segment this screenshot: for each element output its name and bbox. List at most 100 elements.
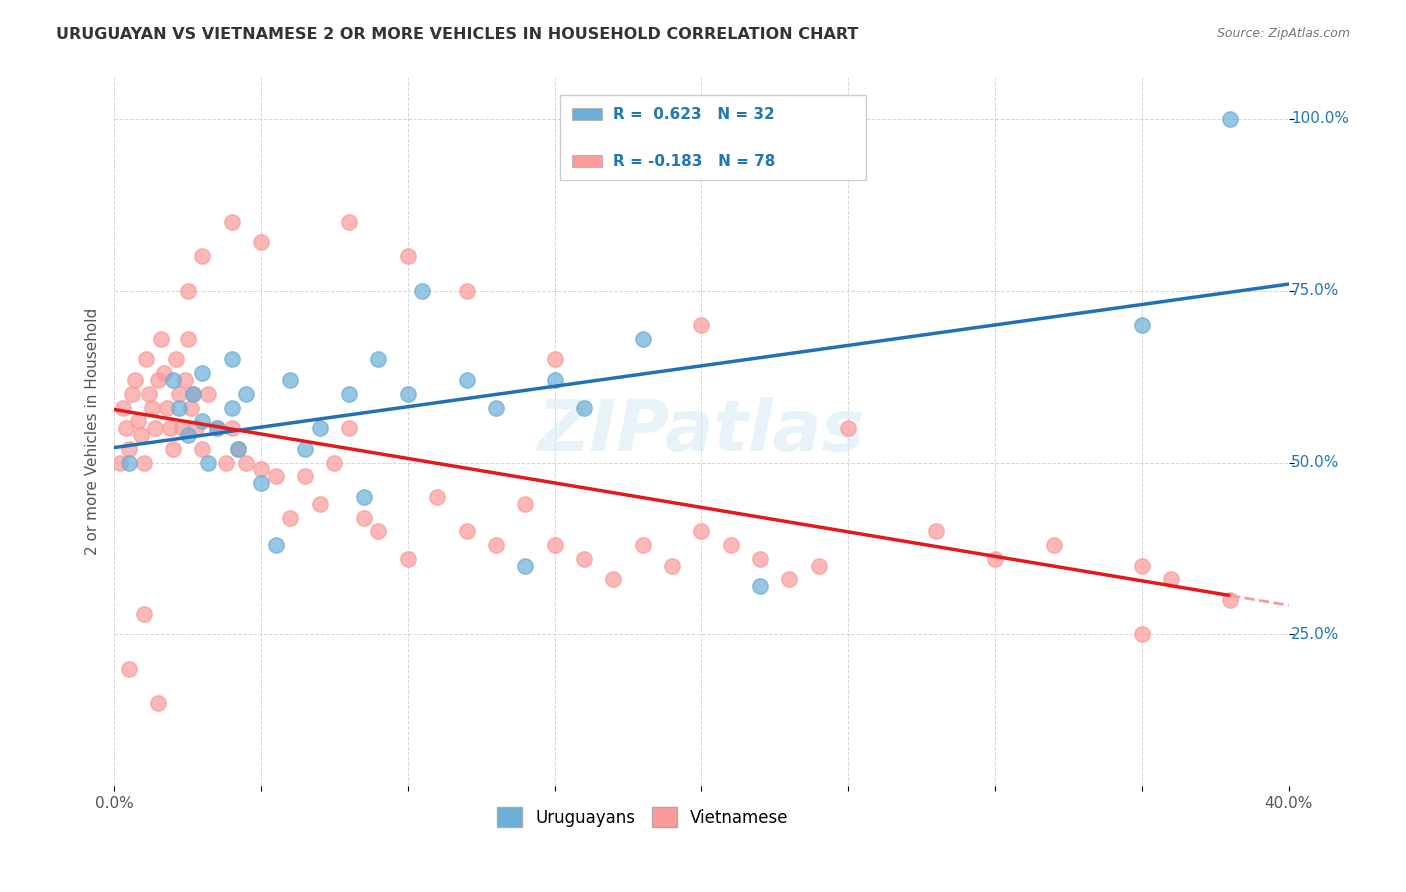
Y-axis label: 2 or more Vehicles in Household: 2 or more Vehicles in Household <box>86 308 100 555</box>
Point <box>176 428 198 442</box>
Point <box>1130 318 1153 332</box>
Point <box>367 352 389 367</box>
Point <box>250 476 273 491</box>
Point <box>456 373 478 387</box>
Point <box>631 538 654 552</box>
Point <box>485 401 508 415</box>
Point <box>353 490 375 504</box>
Point <box>186 421 208 435</box>
Point <box>280 373 302 387</box>
Text: R =  0.623   N = 32: R = 0.623 N = 32 <box>613 107 775 121</box>
Point <box>197 456 219 470</box>
Point <box>485 538 508 552</box>
Point <box>118 442 141 456</box>
Point <box>165 352 187 367</box>
Point <box>337 421 360 435</box>
Text: R = -0.183   N = 78: R = -0.183 N = 78 <box>613 153 776 169</box>
Point <box>173 373 195 387</box>
Point <box>396 552 419 566</box>
Point <box>690 524 713 539</box>
Point <box>661 558 683 573</box>
Point <box>308 497 330 511</box>
Point <box>235 456 257 470</box>
Point <box>280 510 302 524</box>
Text: URUGUAYAN VS VIETNAMESE 2 OR MORE VEHICLES IN HOUSEHOLD CORRELATION CHART: URUGUAYAN VS VIETNAMESE 2 OR MORE VEHICL… <box>56 27 859 42</box>
Point <box>572 552 595 566</box>
Point <box>720 538 742 552</box>
Point <box>515 497 537 511</box>
Point <box>167 386 190 401</box>
Point <box>150 332 173 346</box>
Point <box>749 552 772 566</box>
Point <box>141 401 163 415</box>
Text: 50.0%: 50.0% <box>1291 455 1340 470</box>
Point <box>180 401 202 415</box>
Point <box>221 421 243 435</box>
Point <box>1130 558 1153 573</box>
Point <box>396 386 419 401</box>
Point <box>191 249 214 263</box>
Point <box>191 442 214 456</box>
Text: 75.0%: 75.0% <box>1291 283 1340 298</box>
Point <box>124 373 146 387</box>
Point <box>456 284 478 298</box>
FancyBboxPatch shape <box>572 108 602 120</box>
Point <box>167 401 190 415</box>
Point <box>159 421 181 435</box>
Point <box>984 552 1007 566</box>
Point <box>205 421 228 435</box>
Point <box>205 421 228 435</box>
Point <box>127 414 149 428</box>
Point <box>837 421 859 435</box>
Text: 100.0%: 100.0% <box>1291 112 1348 126</box>
Point <box>226 442 249 456</box>
Point <box>411 284 433 298</box>
Point <box>221 352 243 367</box>
Point <box>111 401 134 415</box>
Point <box>1042 538 1064 552</box>
Point <box>807 558 830 573</box>
Point <box>153 366 176 380</box>
Point <box>264 469 287 483</box>
Point <box>426 490 449 504</box>
Point <box>132 456 155 470</box>
Point <box>226 442 249 456</box>
Legend: Uruguayans, Vietnamese: Uruguayans, Vietnamese <box>491 800 796 834</box>
Point <box>221 401 243 415</box>
Point <box>543 352 565 367</box>
Text: ZIPatlas: ZIPatlas <box>537 397 865 467</box>
Point <box>264 538 287 552</box>
Point <box>162 373 184 387</box>
Point <box>337 215 360 229</box>
FancyBboxPatch shape <box>572 155 602 168</box>
Point <box>170 421 193 435</box>
Text: 25.0%: 25.0% <box>1291 627 1340 642</box>
Text: Source: ZipAtlas.com: Source: ZipAtlas.com <box>1216 27 1350 40</box>
Point <box>337 386 360 401</box>
Point <box>779 573 801 587</box>
Point <box>118 662 141 676</box>
Point <box>294 442 316 456</box>
Point <box>235 386 257 401</box>
Point <box>156 401 179 415</box>
Point <box>1130 627 1153 641</box>
Point <box>197 386 219 401</box>
Point <box>749 579 772 593</box>
Point <box>135 352 157 367</box>
Point <box>215 456 238 470</box>
Point <box>250 462 273 476</box>
Point <box>183 386 205 401</box>
Point <box>143 421 166 435</box>
Point <box>183 386 205 401</box>
Point <box>631 332 654 346</box>
Point <box>456 524 478 539</box>
Point <box>108 456 131 470</box>
Point <box>367 524 389 539</box>
Point <box>138 386 160 401</box>
Point <box>191 414 214 428</box>
Point <box>572 401 595 415</box>
Point <box>515 558 537 573</box>
Point <box>250 235 273 250</box>
Point <box>294 469 316 483</box>
Point <box>308 421 330 435</box>
